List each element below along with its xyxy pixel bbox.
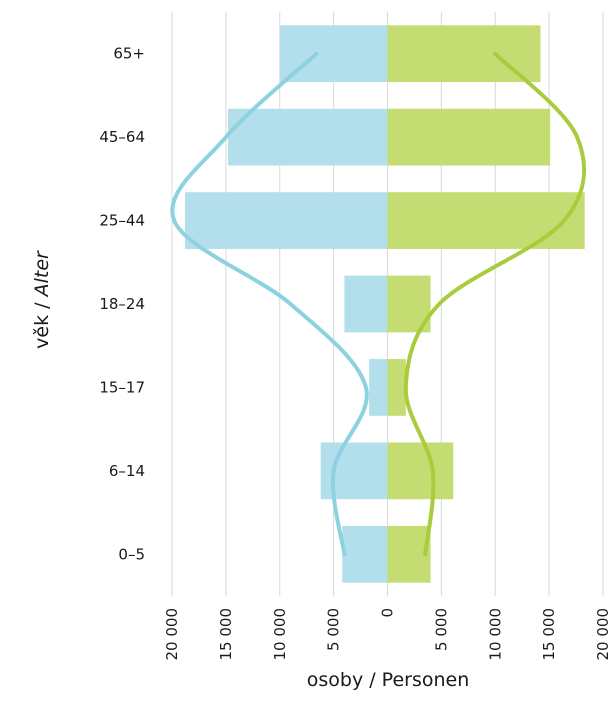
y-axis-title: věk / Alter [31, 250, 53, 349]
bar-left [344, 275, 388, 333]
curve-left [170, 51, 369, 557]
y-axis-title-plain: věk / [31, 296, 53, 348]
category-labels: 65+ 45–64 25–44 18–24 15–17 6–14 0–5 [99, 45, 145, 564]
x-tick-label: 10 000 [486, 608, 504, 661]
bars [184, 25, 585, 583]
x-axis-title: osoby / Personen [307, 669, 470, 691]
category-label: 0–5 [118, 545, 145, 563]
bar-right [387, 192, 585, 249]
category-label: 15–17 [99, 378, 145, 396]
curve-right [403, 51, 587, 557]
bar-right [387, 442, 454, 500]
y-axis-title-italic: Alter [31, 250, 53, 298]
category-label: 25–44 [99, 212, 145, 230]
category-label: 6–14 [109, 462, 145, 480]
bar-left [228, 108, 388, 166]
x-tick-labels: 20 000 15 000 10 000 5 000 0 5 000 10 000 15 00… [163, 608, 612, 661]
x-tick-label: 5 000 [325, 608, 343, 651]
x-tick-label: 5 000 [432, 608, 450, 651]
x-tick-label: 10 000 [271, 608, 289, 661]
x-tick-label: 20 000 [594, 608, 612, 661]
x-tick-label: 20 000 [163, 608, 181, 661]
bar-left [342, 525, 388, 583]
bar-left [184, 192, 388, 249]
category-label: 45–64 [99, 128, 145, 146]
x-tick-label: 15 000 [217, 608, 235, 661]
bar-right [387, 359, 406, 416]
bar-left [320, 442, 388, 500]
category-label: 65+ [113, 45, 145, 63]
bar-right [387, 108, 551, 166]
bar-left [369, 359, 388, 416]
x-tick-label: 0 [379, 608, 397, 618]
x-tick-label: 15 000 [540, 608, 558, 661]
category-label: 18–24 [99, 295, 145, 313]
curves [170, 51, 587, 557]
